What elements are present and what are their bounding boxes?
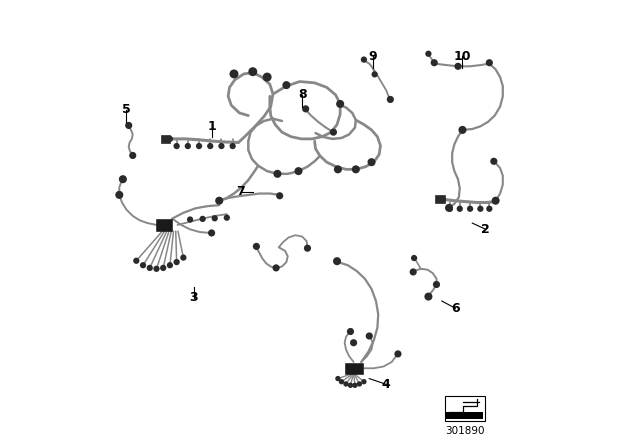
Circle shape <box>160 265 166 271</box>
Circle shape <box>347 328 354 335</box>
Circle shape <box>185 143 191 149</box>
Bar <box>156 219 172 231</box>
Circle shape <box>215 197 223 205</box>
Circle shape <box>167 262 173 268</box>
Circle shape <box>339 379 344 384</box>
Circle shape <box>276 192 284 199</box>
Circle shape <box>365 332 373 340</box>
Circle shape <box>224 215 230 221</box>
Circle shape <box>425 51 431 57</box>
Text: 2: 2 <box>481 223 490 236</box>
Circle shape <box>352 383 358 388</box>
Circle shape <box>424 293 433 301</box>
Bar <box>161 135 170 143</box>
Circle shape <box>343 381 349 387</box>
Circle shape <box>411 255 417 261</box>
Circle shape <box>454 63 461 70</box>
Circle shape <box>490 158 497 165</box>
Circle shape <box>154 266 159 272</box>
Circle shape <box>486 206 493 212</box>
Circle shape <box>335 376 340 381</box>
Circle shape <box>330 129 337 136</box>
Circle shape <box>467 206 473 212</box>
Circle shape <box>458 126 467 134</box>
Circle shape <box>147 265 153 271</box>
Circle shape <box>218 143 225 149</box>
Circle shape <box>294 167 303 175</box>
Circle shape <box>361 56 367 63</box>
Circle shape <box>200 216 206 222</box>
Circle shape <box>187 216 193 223</box>
Circle shape <box>167 136 173 142</box>
Circle shape <box>248 67 257 76</box>
Circle shape <box>180 254 186 261</box>
Circle shape <box>230 69 239 78</box>
Circle shape <box>212 215 218 221</box>
Circle shape <box>431 59 438 66</box>
Text: 301890: 301890 <box>445 426 484 436</box>
Circle shape <box>119 175 127 183</box>
Circle shape <box>361 379 367 384</box>
Bar <box>344 363 362 374</box>
Text: 10: 10 <box>454 49 471 63</box>
Circle shape <box>133 258 140 264</box>
Circle shape <box>486 59 493 66</box>
Text: 6: 6 <box>451 302 460 315</box>
Text: 9: 9 <box>369 49 377 63</box>
Circle shape <box>140 262 146 268</box>
Text: 4: 4 <box>382 378 390 391</box>
Text: 7: 7 <box>236 185 244 198</box>
Circle shape <box>352 165 360 173</box>
Text: 5: 5 <box>122 103 131 116</box>
Circle shape <box>253 243 260 250</box>
Text: 1: 1 <box>207 120 216 133</box>
Circle shape <box>387 96 394 103</box>
Text: 8: 8 <box>298 88 307 102</box>
Circle shape <box>433 281 440 288</box>
Circle shape <box>273 170 282 178</box>
Text: 3: 3 <box>189 291 198 305</box>
Circle shape <box>302 105 309 112</box>
Circle shape <box>230 143 236 149</box>
Circle shape <box>445 204 453 212</box>
Circle shape <box>336 100 344 108</box>
Circle shape <box>477 206 484 212</box>
Circle shape <box>115 191 124 199</box>
Circle shape <box>207 143 213 149</box>
Circle shape <box>304 245 311 252</box>
Circle shape <box>447 206 453 212</box>
Circle shape <box>410 268 417 276</box>
Circle shape <box>208 229 215 237</box>
Circle shape <box>456 206 463 212</box>
Circle shape <box>333 257 341 265</box>
Circle shape <box>129 152 136 159</box>
Circle shape <box>262 73 271 82</box>
Circle shape <box>348 383 353 388</box>
Circle shape <box>367 158 376 166</box>
Bar <box>446 412 483 419</box>
Circle shape <box>492 197 500 205</box>
Circle shape <box>282 81 291 89</box>
Circle shape <box>173 143 180 149</box>
Circle shape <box>371 71 378 78</box>
Circle shape <box>273 264 280 271</box>
Circle shape <box>394 350 401 358</box>
Circle shape <box>196 143 202 149</box>
Circle shape <box>125 122 132 129</box>
Bar <box>435 195 445 203</box>
Circle shape <box>334 165 342 173</box>
Circle shape <box>356 381 362 387</box>
Circle shape <box>173 259 180 265</box>
Bar <box>445 396 485 421</box>
Circle shape <box>350 339 357 346</box>
